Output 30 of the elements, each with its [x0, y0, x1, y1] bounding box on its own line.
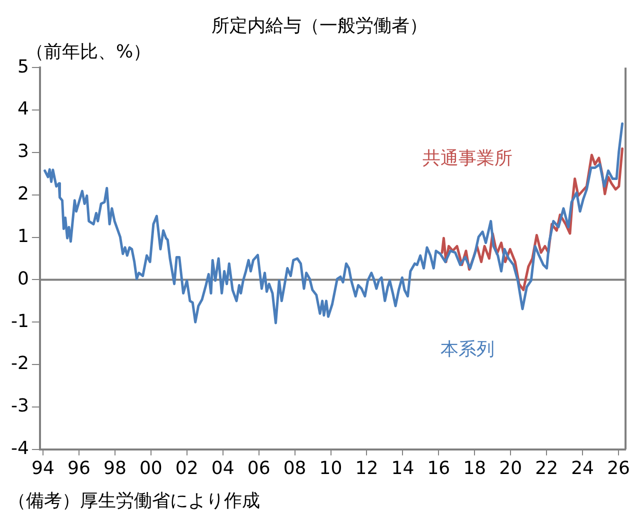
x-tick-label: 10: [319, 458, 342, 479]
y-tick-label: 4: [17, 98, 29, 120]
y-tick-label: 3: [17, 141, 29, 162]
y-tick-label: -4: [10, 438, 29, 460]
x-tick-label: 02: [175, 458, 198, 479]
x-tick-label: 26: [607, 458, 630, 479]
x-tick-label: 06: [247, 458, 270, 479]
y-tick-label: -3: [10, 396, 29, 417]
text: （備考）厚生労働省により作成: [8, 490, 260, 512]
text: 本系列: [440, 338, 494, 360]
text: 共通事業所: [422, 148, 512, 169]
x-tick-label: 14: [391, 458, 414, 479]
x-tick-label: 12: [355, 458, 378, 479]
x-tick-label: 04: [211, 458, 234, 479]
x-tick-label: 00: [139, 458, 162, 479]
x-tick-label: 98: [103, 458, 126, 479]
y-tick-label: 0: [17, 268, 29, 290]
x-tick-label: 18: [463, 458, 486, 479]
y-tick-label: 2: [17, 184, 29, 205]
x-tick-label: 16: [427, 458, 450, 479]
x-tick-label: 24: [571, 458, 594, 479]
x-tick-label: 94: [32, 458, 54, 479]
y-tick-label: -1: [10, 310, 29, 332]
x-tick-label: 22: [535, 458, 558, 479]
chart-title: 所定内給与（一般労働者）: [212, 15, 428, 36]
x-tick-label: 96: [68, 458, 90, 479]
y-tick-label: -2: [10, 353, 29, 374]
x-tick-label: 08: [283, 458, 306, 479]
y-tick-label: 1: [17, 226, 29, 247]
x-tick-label: 20: [499, 458, 522, 479]
